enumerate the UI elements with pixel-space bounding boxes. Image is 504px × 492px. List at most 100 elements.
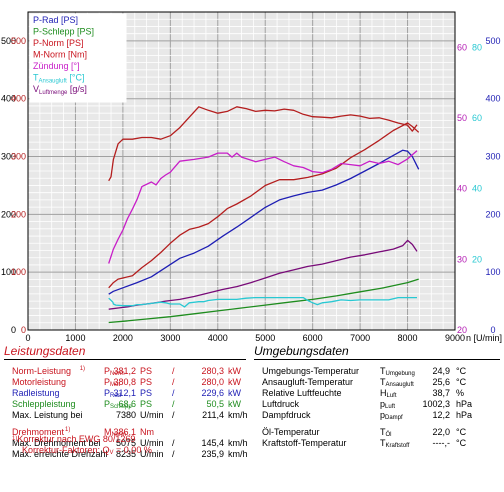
left-row-value-1: 7380 [115, 410, 136, 420]
x-tick-label: 8000 [398, 333, 418, 343]
right-row: Öl-Temperatur TÖl 22,0 °C [262, 427, 500, 438]
right-row-unit: °C [456, 438, 467, 448]
left-row-separator: / [172, 399, 175, 409]
left-row-label: Max. Leistung bei [12, 410, 83, 420]
left-row-mark: 1) [65, 427, 71, 433]
left-row-value-1: 381,2 [113, 366, 136, 376]
footnote-2-text: Korrektur-Faktoren: Q [22, 445, 110, 455]
right-row-label: Kraftstoff-Temperatur [262, 438, 347, 448]
x-axis-unit-label: n [U/min] [466, 333, 502, 343]
footnote-2: Korrektur-Faktoren: QV = 0,00 % [22, 445, 152, 459]
left-row-symbol: PNorm [104, 366, 125, 377]
right-row-value: ----,- [432, 438, 451, 448]
left-row-separator: / [172, 388, 175, 398]
left-axis-1-tick: 500 [1, 36, 16, 46]
plot-border [27, 11, 456, 331]
left-row-label: Max. Drehmoment bei [12, 438, 101, 448]
right-axis-cyan-tick: 80 [472, 42, 482, 52]
right-axis-cyan-tick: 60 [472, 113, 482, 123]
right-row-unit: °C [456, 377, 467, 387]
legend-box [29, 13, 127, 103]
left-row-value-2: 50,5 [206, 399, 224, 409]
right-row-symbol: pDampf [380, 410, 403, 421]
right-row-symbol: TAnsaugluft [380, 377, 414, 388]
right-row-symbol-sub: Ansaugluft [385, 382, 414, 388]
right-axis-cyan-tick: 20 [472, 254, 482, 264]
right-axis-purple-tick: 30 [457, 254, 467, 264]
legend-entry-1: P-Rad [PS] [33, 15, 78, 25]
left-row-unit-1: PS [140, 366, 153, 376]
right-row-value: 22,0 [432, 427, 450, 437]
left-row-unit-2: kW [228, 388, 241, 398]
right-row: Dampfdruck pDampf 12,2 hPa [262, 410, 500, 421]
left-row-symbol: PMot [104, 377, 121, 388]
left-row-label: Drehmoment [12, 427, 65, 437]
right-row-unit: °C [456, 366, 467, 376]
right-axis-blue-tick: 100 [485, 267, 500, 277]
right-row-symbol: pLuft [380, 399, 396, 410]
right-axis-purple-tick: 60 [457, 42, 467, 52]
right-row-unit: hPa [456, 399, 473, 409]
right-row-symbol: TUmgebung [380, 366, 415, 377]
left-row: Schleppleistung PSchlepp 68,6 PS / 50,5 kW [12, 399, 252, 410]
left-row-symbol: MNorm [104, 427, 127, 438]
left-axis-1-tick: 0 [11, 325, 16, 335]
x-tick-label: 7000 [350, 333, 370, 343]
left-axis-2-tick: 200 [11, 209, 26, 219]
left-row-label: Max. erreichte Drehzahl [12, 449, 108, 459]
left-axis-2-tick: 500 [11, 36, 26, 46]
footnote-1-mark: 1) [12, 436, 18, 442]
series-line-2 [108, 122, 420, 289]
left-row-value-1: 380,8 [113, 377, 136, 387]
right-axis-blue-tick: 200 [485, 209, 500, 219]
left-row-unit-1: U/min [140, 449, 164, 459]
left-row-value-1: 68,6 [118, 399, 136, 409]
left-row: Max. erreichte Drehzahl 8235 U/min / 235,9 km… [12, 449, 252, 460]
x-tick-label: 0 [25, 333, 30, 343]
data-panel: Leistungsdaten Umgebungsdaten Norm-Leist… [0, 344, 504, 492]
right-title-text: Umgebungsdaten [254, 344, 349, 358]
left-row-mark: 1) [79, 366, 86, 372]
left-row: Max. Drehmoment bei 5075 U/min / 145,4 km/h [12, 438, 252, 449]
left-axis-2-tick: 100 [11, 267, 26, 277]
left-row-label: Norm-Leistung [12, 366, 72, 376]
x-tick-label: 6000 [303, 333, 323, 343]
left-axis-1-tick: 200 [1, 209, 16, 219]
legend-entry-7: VLuftmenge [g/s] [33, 84, 87, 96]
x-tick-label: 9000 [445, 333, 465, 343]
right-row-value: 1002,3 [422, 399, 450, 409]
left-row-symbol-sub: Norm [111, 432, 127, 438]
left-axis-1-tick: 100 [1, 267, 16, 277]
legend-entry-5: Zündung [°] [33, 61, 80, 71]
left-row-value-1: 386,1 [113, 427, 136, 437]
left-row-symbol-sub: Norm [110, 371, 125, 377]
series-line-6 [108, 150, 418, 264]
right-row-symbol: TÖl [380, 427, 392, 438]
left-row-value-2: 235,9 [201, 449, 224, 459]
right-axis-blue-tick: 0 [490, 325, 495, 335]
right-row-unit: °C [456, 427, 467, 437]
right-row-label: Luftdruck [262, 399, 300, 409]
dyno-chart: 0 1000 2000 3000 4000 5000 6000 7000 8000 9000 n [… [1, 11, 502, 343]
left-row-symbol-sub: Mot [110, 382, 121, 388]
left-row-unit-1: Nm [140, 427, 154, 437]
footnote-1: 1)Korrektur nach EWG 80/1269 [12, 434, 135, 445]
right-row-symbol-sub: Öl [385, 432, 392, 438]
left-row-separator: / [172, 410, 175, 420]
left-row-value-2: 145,4 [201, 438, 224, 448]
left-row-symbol: PSchlepp [104, 399, 132, 410]
left-row-unit-2: kW [228, 377, 241, 387]
right-row: Ansaugluft-Temperatur TAnsaugluft 25,6 °C [262, 377, 500, 388]
right-axis-blue-tick: 300 [485, 152, 500, 162]
right-row-label: Ansaugluft-Temperatur [262, 377, 354, 387]
footnote-2-sub: V [109, 450, 114, 456]
right-row-unit: hPa [456, 410, 473, 420]
left-row-unit-2: km/h [228, 438, 248, 448]
left-row: Norm-Leistung 1) PNorm 381,2 PS / 280,3 kW [12, 366, 252, 377]
left-row-symbol: PRad [104, 388, 122, 399]
x-tick-label: 1000 [65, 333, 85, 343]
right-axis-purple-tick: 50 [457, 113, 467, 123]
right-row-symbol: HLuft [380, 388, 397, 399]
legend-entry-2: P-Schlepp [PS] [33, 27, 94, 37]
left-row-unit-1: PS [140, 377, 153, 387]
